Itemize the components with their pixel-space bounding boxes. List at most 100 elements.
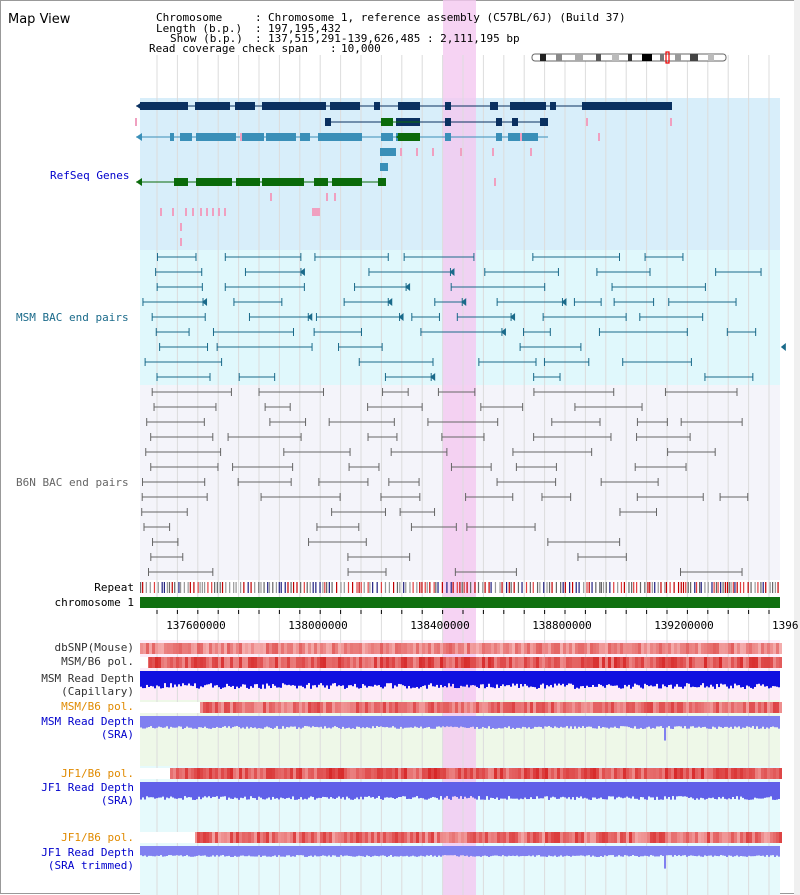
depth-bar	[306, 716, 308, 727]
depth-bar	[584, 782, 586, 798]
depth-bar	[618, 846, 620, 856]
heatmap-cell	[716, 657, 719, 668]
heatmap-cell	[203, 657, 206, 668]
heatmap-cell	[728, 768, 731, 779]
depth-bar	[630, 671, 632, 689]
depth-bar	[330, 671, 332, 686]
depth-bar	[364, 846, 366, 857]
depth-bar	[344, 716, 346, 729]
heatmap-cell	[413, 657, 416, 668]
heatmap-cell	[467, 768, 470, 779]
heatmap-cell	[680, 702, 683, 713]
heatmap-cell	[278, 832, 281, 843]
depth-bar	[152, 671, 154, 687]
repeat-element	[664, 582, 666, 593]
msm-bac-end-pairs-label[interactable]: MSM BAC end pairs	[16, 311, 129, 324]
depth-bar	[420, 846, 422, 856]
b6n-bac-end-pairs-label[interactable]: B6N BAC end pairs	[16, 476, 129, 489]
depth-bar	[310, 716, 312, 728]
heatmap-cell	[779, 768, 782, 779]
depth-bar	[228, 716, 230, 727]
heatmap-cell	[257, 832, 260, 843]
depth-bar	[288, 782, 290, 798]
heatmap-cell	[425, 832, 428, 843]
depth-bar	[684, 716, 686, 727]
heatmap-cell	[674, 768, 677, 779]
heatmap-cell	[341, 657, 344, 668]
refseq-genes-label[interactable]: RefSeq Genes	[50, 169, 129, 182]
depth-bar	[670, 782, 672, 800]
depth-bar	[506, 716, 508, 728]
heatmap-cell	[533, 643, 536, 654]
heatmap-cell	[242, 768, 245, 779]
depth-bar	[622, 716, 624, 727]
heatmap-cell	[713, 768, 716, 779]
heatmap-cell	[602, 657, 605, 668]
depth-bar	[756, 716, 758, 727]
heatmap-cell	[494, 657, 497, 668]
heatmap-cell	[752, 832, 755, 843]
depth-bar	[406, 716, 408, 728]
heatmap-cell	[596, 832, 599, 843]
dbsnp-label: dbSNP(Mouse)	[55, 641, 134, 654]
heatmap-cell	[401, 657, 404, 668]
heatmap-cell	[380, 657, 383, 668]
depth-bar	[328, 716, 330, 728]
heatmap-gap	[140, 657, 148, 668]
depth-bar	[440, 671, 442, 685]
depth-bar	[242, 671, 244, 685]
heatmap-cell	[719, 657, 722, 668]
depth-bar	[450, 671, 452, 687]
depth-bar	[400, 716, 402, 727]
depth-bar	[514, 846, 516, 857]
heatmap-cell	[332, 832, 335, 843]
heatmap-cell	[347, 832, 350, 843]
depth-bar	[558, 782, 560, 799]
depth-bar	[274, 782, 276, 799]
depth-bar	[206, 716, 208, 729]
depth-bar	[656, 671, 658, 684]
heatmap-cell	[632, 657, 635, 668]
repeat-element	[490, 582, 492, 593]
depth-bar	[460, 671, 462, 686]
bac-end-arrow	[398, 313, 404, 321]
depth-bar	[148, 716, 150, 728]
gene-arrow	[136, 178, 142, 186]
heatmap-cell	[572, 643, 575, 654]
depth-bar	[356, 716, 358, 727]
heatmap-cell	[557, 657, 560, 668]
depth-bar	[216, 671, 218, 686]
depth-bar	[484, 846, 486, 856]
depth-bar	[240, 671, 242, 687]
depth-bar	[504, 716, 506, 728]
heatmap-cell	[287, 832, 290, 843]
repeat-element	[426, 582, 428, 593]
depth-bar	[268, 671, 270, 686]
depth-bar	[486, 671, 488, 687]
depth-bar	[566, 671, 568, 686]
heatmap-cell	[368, 768, 371, 779]
ideogram-band	[690, 54, 698, 61]
depth-bar	[524, 671, 526, 684]
gene-exon	[240, 133, 264, 141]
heatmap-cell	[374, 702, 377, 713]
depth-bar	[284, 782, 286, 799]
depth-bar	[312, 846, 314, 857]
depth-bar	[588, 716, 590, 727]
depth-bar	[278, 782, 280, 800]
heatmap-cell	[230, 643, 233, 654]
depth-bar	[378, 716, 380, 727]
ideogram-band	[612, 54, 619, 61]
heatmap-cell	[383, 768, 386, 779]
depth-bar	[482, 782, 484, 800]
depth-bar	[504, 782, 506, 799]
depth-bar	[688, 716, 690, 729]
depth-bar	[554, 782, 556, 798]
depth-bar	[238, 716, 240, 728]
depth-bar	[690, 716, 692, 727]
depth-bar	[404, 846, 406, 857]
depth-bar	[216, 782, 218, 797]
chromosome-ideogram[interactable]	[531, 51, 727, 64]
depth-bar	[504, 671, 506, 687]
